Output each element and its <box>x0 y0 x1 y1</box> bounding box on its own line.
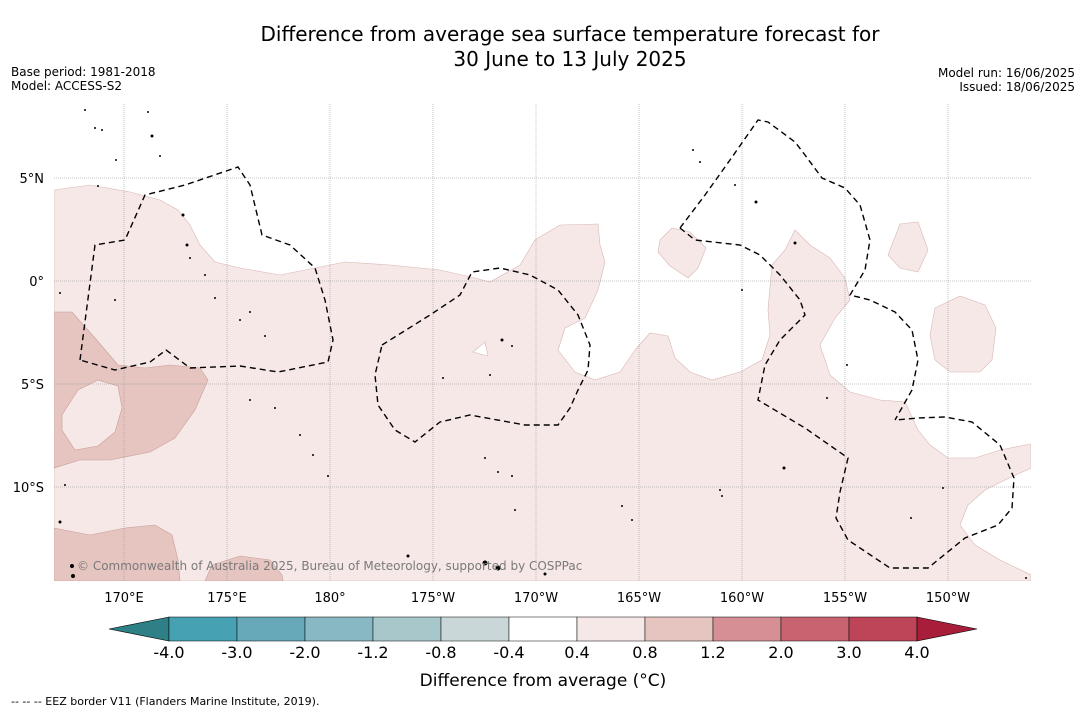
eez-borders <box>79 119 1015 569</box>
eez-border <box>374 267 591 443</box>
anomaly-region-light <box>929 295 997 373</box>
latitude-label: 0° <box>29 275 44 290</box>
longitude-label: 160°W <box>720 591 764 606</box>
anomaly-hole-light <box>61 379 123 451</box>
colorbar-segment <box>644 616 714 642</box>
issued-text: Issued: 18/06/2025 <box>959 80 1075 94</box>
base-period-text: Base period: 1981-2018 <box>11 65 156 79</box>
title-line-2: 30 June to 13 July 2025 <box>453 47 687 71</box>
colorbar-segment <box>576 616 646 642</box>
graticule <box>54 104 1031 581</box>
colorbar-segment <box>236 616 306 642</box>
model-run-text: Model run: 16/06/2025 <box>937 66 1075 80</box>
latitude-label: 5°N <box>20 172 45 187</box>
anomaly-hole <box>472 341 489 357</box>
map-title: Difference from average sea surface temp… <box>0 22 1085 72</box>
longitude-label: 170°E <box>104 591 144 606</box>
latitude-label: 10°S <box>13 481 44 496</box>
colorbar-tick-label: -1.2 <box>357 643 388 662</box>
meta-left: Base period: 1981-2018 Model: ACCESS-S2 <box>11 65 156 93</box>
colorbar-tick-label: 2.0 <box>768 643 793 662</box>
anomaly-region-medium <box>204 555 284 581</box>
model-text: Model: ACCESS-S2 <box>11 79 123 93</box>
anomaly-region-light <box>887 221 929 273</box>
colorbar: -4.0 -3.0 -2.0 -1.2 -0.8 -0.4 0.4 0.8 1.2 2.0 3.0 4… <box>108 616 978 662</box>
colorbar-tick-label: -0.4 <box>493 643 524 662</box>
title-line-1: Difference from average sea surface temp… <box>260 22 880 46</box>
anomaly-region-light <box>657 227 707 279</box>
colorbar-extend-high <box>916 616 978 642</box>
colorbar-segment <box>304 616 374 642</box>
eez-border <box>679 119 919 421</box>
colorbar-tick-label: 4.0 <box>904 643 929 662</box>
colorbar-tick-label: 3.0 <box>836 643 861 662</box>
colorbar-title: Difference from average (°C) <box>420 671 667 691</box>
longitude-label: 180° <box>314 591 345 606</box>
colorbar-segment <box>712 616 782 642</box>
colorbar-segment <box>848 616 918 642</box>
islands <box>58 109 1027 579</box>
eez-border <box>79 166 334 373</box>
longitude-label: 165°W <box>617 591 661 606</box>
colorbar-segment <box>780 616 850 642</box>
colorbar-tick-label: 1.2 <box>700 643 725 662</box>
meta-right: Model run: 16/06/2025 Issued: 18/06/2025 <box>938 66 1075 94</box>
longitude-label: 170°W <box>514 591 558 606</box>
latitude-label: 5°S <box>21 378 44 393</box>
copyright-text: © Commonwealth of Australia 2025, Bureau… <box>77 559 582 573</box>
colorbar-segment <box>440 616 510 642</box>
colorbar-segment <box>372 616 442 642</box>
eez-border <box>679 227 1015 569</box>
colorbar-tick-label: -3.0 <box>221 643 252 662</box>
colorbar-segment <box>168 616 238 642</box>
colorbar-tick-label: -4.0 <box>153 643 184 662</box>
plot-area: © Commonwealth of Australia 2025, Bureau… <box>54 104 1031 581</box>
longitude-label: 175°E <box>207 591 247 606</box>
anomaly-region-light <box>54 184 1031 581</box>
colorbar-tick-label: -0.8 <box>425 643 456 662</box>
longitude-label: 155°W <box>823 591 867 606</box>
longitude-label: 175°W <box>411 591 455 606</box>
anomaly-region-medium <box>54 524 181 581</box>
colorbar-tick-label: 0.4 <box>564 643 589 662</box>
colorbar-extend-low <box>108 616 170 642</box>
eez-footnote: -- -- -- EEZ border V11 (Flanders Marine… <box>11 695 320 708</box>
longitude-labels: 170°E 175°E 180° 175°W 170°W 165°W 160°W 155°W 1… <box>104 591 970 606</box>
longitude-label: 150°W <box>926 591 970 606</box>
colorbar-tick-label: -2.0 <box>289 643 320 662</box>
colorbar-segment <box>508 616 578 642</box>
colorbar-tick-label: 0.8 <box>632 643 657 662</box>
latitude-labels: 5°N 0° 5°S 10°S <box>13 172 44 496</box>
